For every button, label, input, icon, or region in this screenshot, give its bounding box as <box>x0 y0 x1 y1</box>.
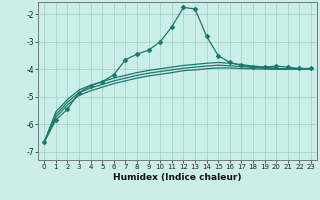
X-axis label: Humidex (Indice chaleur): Humidex (Indice chaleur) <box>113 173 242 182</box>
